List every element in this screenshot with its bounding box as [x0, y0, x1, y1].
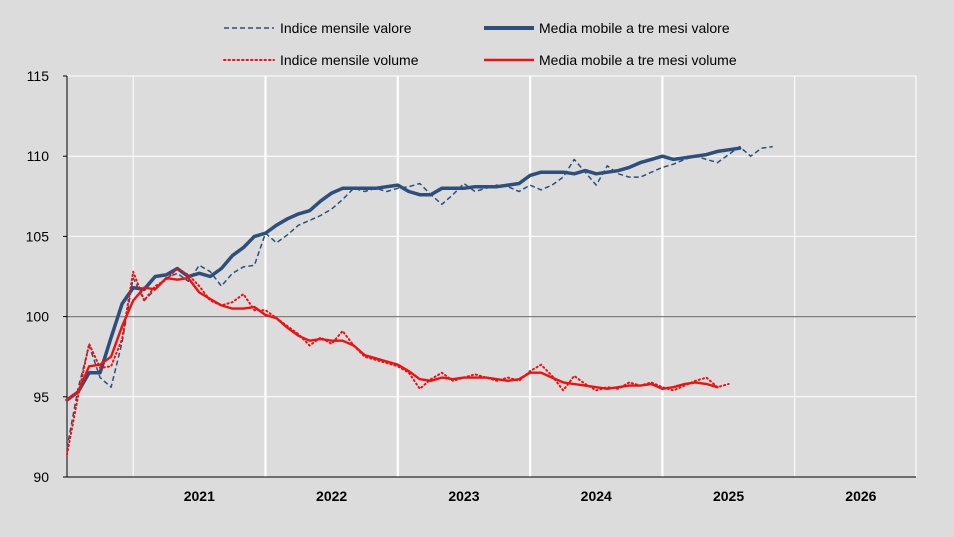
legend-label-volume-mensile: Indice mensile volume	[280, 52, 419, 68]
x-axis-ticks: 2021 2022 2023 2024 2025 2026	[184, 488, 877, 504]
x-tick-label-2024: 2024	[581, 488, 612, 504]
series-line-volume-media	[65, 276, 719, 402]
legend-label-volume-media: Media mobile a tre mesi volume	[539, 52, 737, 68]
y-tick-label-115: 115	[27, 68, 50, 84]
legend: Indice mensile valore Media mobile a tre…	[223, 20, 737, 68]
series-line-volume-mensile	[66, 267, 730, 456]
legend-label-valore-media: Media mobile a tre mesi valore	[539, 20, 730, 36]
x-tick-label-2023: 2023	[448, 488, 479, 504]
x-tick-label-2026: 2026	[845, 488, 876, 504]
y-tick-label-90: 90	[33, 469, 49, 485]
legend-item-volume-mensile: Indice mensile volume	[223, 52, 419, 68]
y-tick-label-110: 110	[27, 148, 50, 164]
legend-label-valore-mensile: Indice mensile valore	[280, 20, 412, 36]
axes	[66, 76, 916, 478]
legend-item-volume-media: Media mobile a tre mesi volume	[484, 52, 737, 68]
y-axis-ticks: 90 95 100 105 110 115	[26, 68, 67, 485]
series-line-valore-mensile	[66, 145, 773, 449]
y-tick-label-95: 95	[33, 389, 49, 405]
y-tick-label-105: 105	[26, 228, 50, 244]
x-tick-label-2025: 2025	[713, 488, 744, 504]
legend-item-valore-media: Media mobile a tre mesi valore	[484, 20, 730, 36]
y-tick-label-100: 100	[26, 309, 50, 325]
x-tick-label-2022: 2022	[316, 488, 347, 504]
legend-item-valore-mensile: Indice mensile valore	[224, 20, 412, 36]
series-lines	[65, 145, 773, 456]
x-tick-label-2021: 2021	[184, 488, 215, 504]
